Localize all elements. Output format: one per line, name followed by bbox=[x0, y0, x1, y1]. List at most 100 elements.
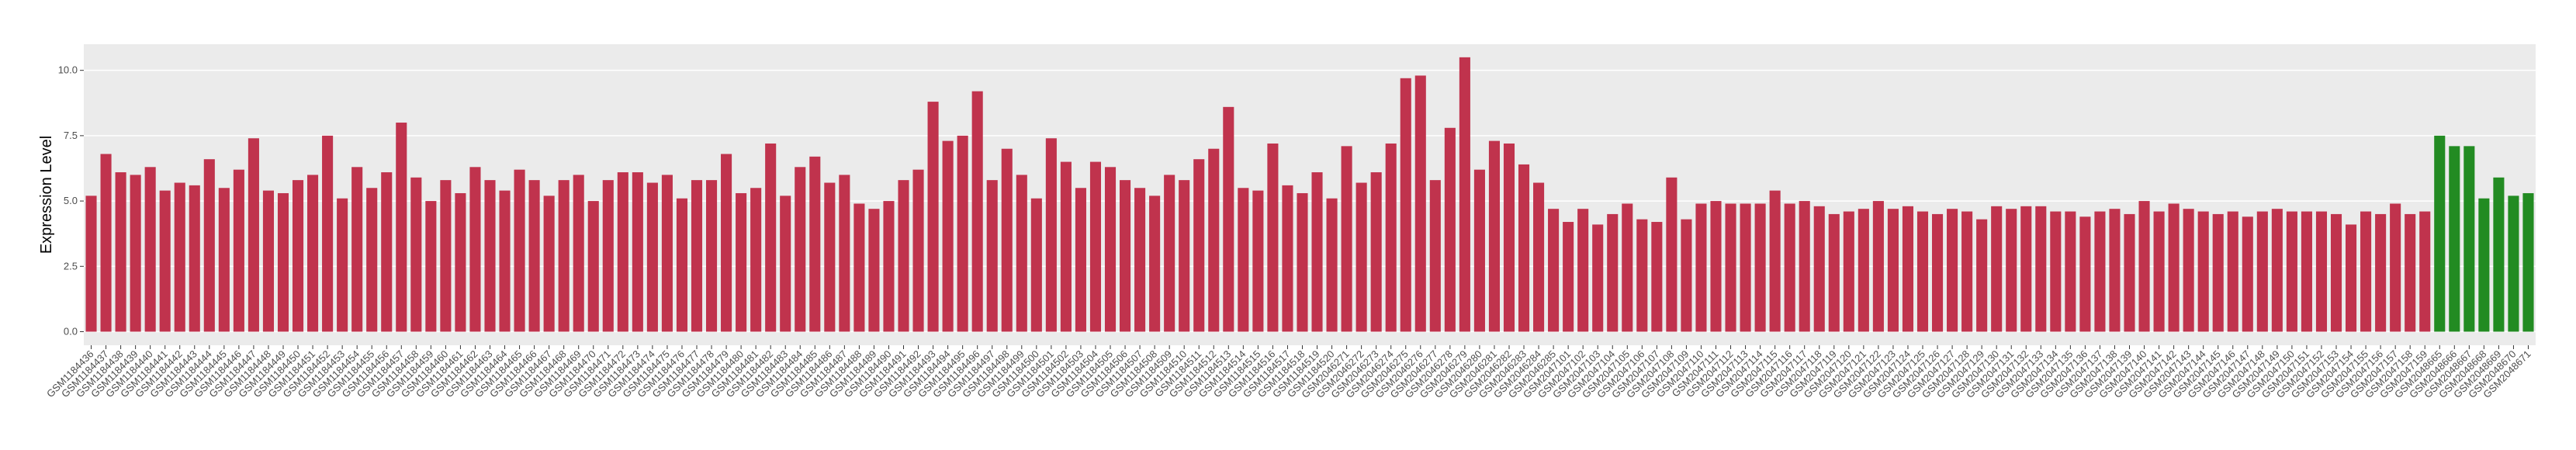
bar bbox=[292, 180, 304, 332]
bar bbox=[2375, 213, 2387, 332]
bar bbox=[617, 172, 628, 332]
y-tick-label: 2.5 bbox=[64, 260, 78, 272]
bar bbox=[1444, 127, 1456, 332]
bar bbox=[824, 182, 836, 332]
bar bbox=[1134, 188, 1146, 332]
bar bbox=[736, 192, 747, 332]
bar bbox=[912, 169, 924, 332]
bar bbox=[2315, 211, 2328, 332]
bar bbox=[1651, 222, 1663, 332]
bar bbox=[248, 138, 259, 332]
bar bbox=[366, 188, 378, 332]
bar bbox=[2183, 209, 2194, 332]
bar bbox=[853, 203, 865, 332]
bar bbox=[484, 180, 496, 332]
bar bbox=[543, 196, 555, 332]
bar bbox=[1400, 78, 1411, 332]
y-axis-title: Expression Level bbox=[38, 136, 55, 254]
bar bbox=[971, 91, 983, 332]
bar bbox=[721, 154, 732, 332]
bar bbox=[942, 140, 954, 332]
bar bbox=[1902, 206, 1914, 332]
bar bbox=[144, 167, 156, 332]
bar bbox=[2434, 135, 2446, 332]
bar bbox=[1089, 161, 1102, 332]
bar bbox=[661, 175, 673, 332]
bar bbox=[2508, 196, 2519, 332]
bar bbox=[425, 201, 437, 332]
bar bbox=[2065, 211, 2076, 332]
bar bbox=[1149, 196, 1161, 332]
bar bbox=[277, 192, 289, 332]
y-tick-label: 5.0 bbox=[64, 195, 78, 206]
bar bbox=[705, 180, 718, 332]
bar bbox=[189, 185, 200, 332]
bar bbox=[986, 180, 998, 332]
bar bbox=[2079, 216, 2091, 332]
bar bbox=[2227, 211, 2238, 332]
bar bbox=[1784, 203, 1795, 332]
bar bbox=[1681, 219, 1692, 332]
bar bbox=[1311, 172, 1323, 332]
bar bbox=[1976, 219, 1988, 332]
bar bbox=[351, 167, 363, 332]
bar bbox=[1887, 209, 1899, 332]
bar bbox=[2419, 211, 2431, 332]
bar bbox=[750, 188, 762, 332]
bar bbox=[1813, 206, 1825, 332]
bar bbox=[1503, 143, 1515, 332]
bar bbox=[1636, 219, 1648, 332]
bar bbox=[1622, 203, 1633, 332]
bar bbox=[1769, 190, 1781, 332]
bar bbox=[1607, 213, 1619, 332]
bar bbox=[927, 102, 939, 332]
bar bbox=[262, 190, 274, 332]
bar bbox=[765, 143, 777, 332]
bar bbox=[2020, 206, 2032, 332]
bar bbox=[233, 169, 244, 332]
bar bbox=[2463, 146, 2475, 332]
bar bbox=[2197, 211, 2209, 332]
bar bbox=[85, 196, 97, 332]
bar bbox=[1223, 106, 1234, 332]
bar bbox=[100, 154, 112, 332]
bar bbox=[2522, 192, 2534, 332]
bar bbox=[2271, 209, 2283, 332]
bar bbox=[130, 175, 141, 332]
bar bbox=[2330, 213, 2342, 332]
bar bbox=[396, 123, 407, 332]
bar bbox=[174, 182, 185, 332]
bar bbox=[1326, 198, 1338, 332]
bar bbox=[957, 135, 968, 332]
bar bbox=[2256, 211, 2268, 332]
bar bbox=[646, 182, 658, 332]
bar bbox=[1075, 188, 1086, 332]
bar bbox=[809, 156, 821, 332]
bar bbox=[1370, 172, 1382, 332]
bar bbox=[1592, 224, 1604, 332]
bar bbox=[1666, 177, 1678, 332]
bar bbox=[2212, 213, 2224, 332]
bar bbox=[1740, 203, 1751, 332]
bar bbox=[632, 172, 643, 332]
bar bbox=[1931, 213, 1944, 332]
bar bbox=[218, 188, 230, 332]
bar bbox=[1916, 211, 1929, 332]
bar bbox=[883, 201, 895, 332]
bar bbox=[1356, 182, 1367, 332]
bar bbox=[2360, 211, 2372, 332]
bar bbox=[1267, 143, 1279, 332]
bar bbox=[780, 196, 791, 332]
bar bbox=[839, 175, 850, 332]
bar bbox=[1030, 198, 1042, 332]
bar bbox=[1991, 206, 2003, 332]
bar bbox=[322, 135, 334, 332]
bar bbox=[2301, 211, 2312, 332]
bar bbox=[1252, 190, 1264, 332]
bar bbox=[1858, 209, 1869, 332]
bar bbox=[558, 180, 570, 332]
bar bbox=[795, 167, 806, 332]
bar bbox=[1385, 143, 1397, 332]
bar bbox=[2109, 209, 2121, 332]
